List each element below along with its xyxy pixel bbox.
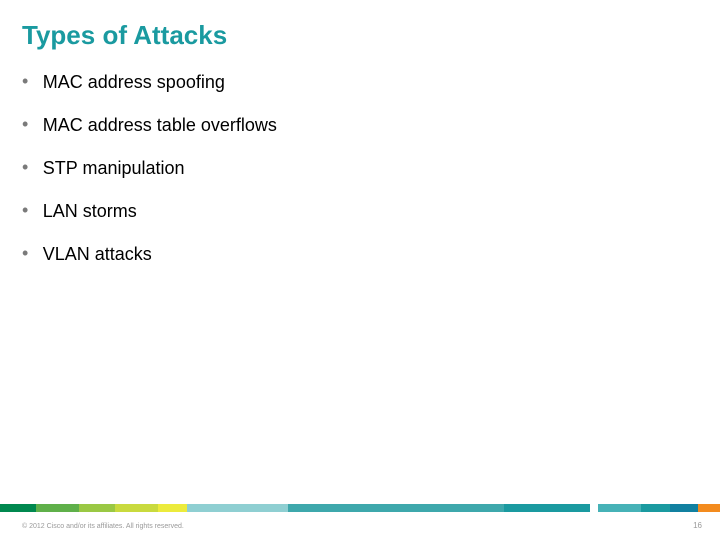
bullet-text: STP manipulation bbox=[43, 158, 185, 178]
footer-bar-segment bbox=[187, 504, 288, 512]
list-item: • VLAN attacks bbox=[22, 244, 277, 265]
footer-bar-segment bbox=[670, 504, 699, 512]
footer-bar-segment bbox=[288, 504, 504, 512]
list-item: • STP manipulation bbox=[22, 158, 277, 179]
bullet-icon: • bbox=[22, 157, 28, 178]
list-item: • MAC address table overflows bbox=[22, 115, 277, 136]
footer-bar-segment bbox=[79, 504, 115, 512]
list-item: • LAN storms bbox=[22, 201, 277, 222]
bullet-icon: • bbox=[22, 243, 28, 264]
footer-bar-segment bbox=[504, 504, 590, 512]
page-number: 16 bbox=[693, 521, 702, 530]
bullet-text: MAC address spoofing bbox=[43, 72, 225, 92]
footer-bar-segment bbox=[0, 504, 36, 512]
copyright-text: © 2012 Cisco and/or its affiliates. All … bbox=[22, 523, 184, 530]
bullet-icon: • bbox=[22, 200, 28, 221]
bullet-icon: • bbox=[22, 71, 28, 92]
footer-bar-segment bbox=[158, 504, 187, 512]
bullet-text: LAN storms bbox=[43, 201, 137, 221]
bullet-text: VLAN attacks bbox=[43, 244, 152, 264]
slide-title: Types of Attacks bbox=[22, 20, 227, 51]
list-item: • MAC address spoofing bbox=[22, 72, 277, 93]
footer-bar-segment bbox=[698, 504, 720, 512]
footer-bar-segment bbox=[598, 504, 641, 512]
footer-bar-segment bbox=[641, 504, 670, 512]
footer-accent-bar bbox=[0, 504, 720, 512]
bullet-icon: • bbox=[22, 114, 28, 135]
footer-bar-segment bbox=[115, 504, 158, 512]
bullet-list: • MAC address spoofing • MAC address tab… bbox=[22, 72, 277, 287]
slide: Types of Attacks • MAC address spoofing … bbox=[0, 0, 720, 540]
footer-bar-segment bbox=[590, 504, 597, 512]
footer-bar-segment bbox=[36, 504, 79, 512]
bullet-text: MAC address table overflows bbox=[43, 115, 277, 135]
